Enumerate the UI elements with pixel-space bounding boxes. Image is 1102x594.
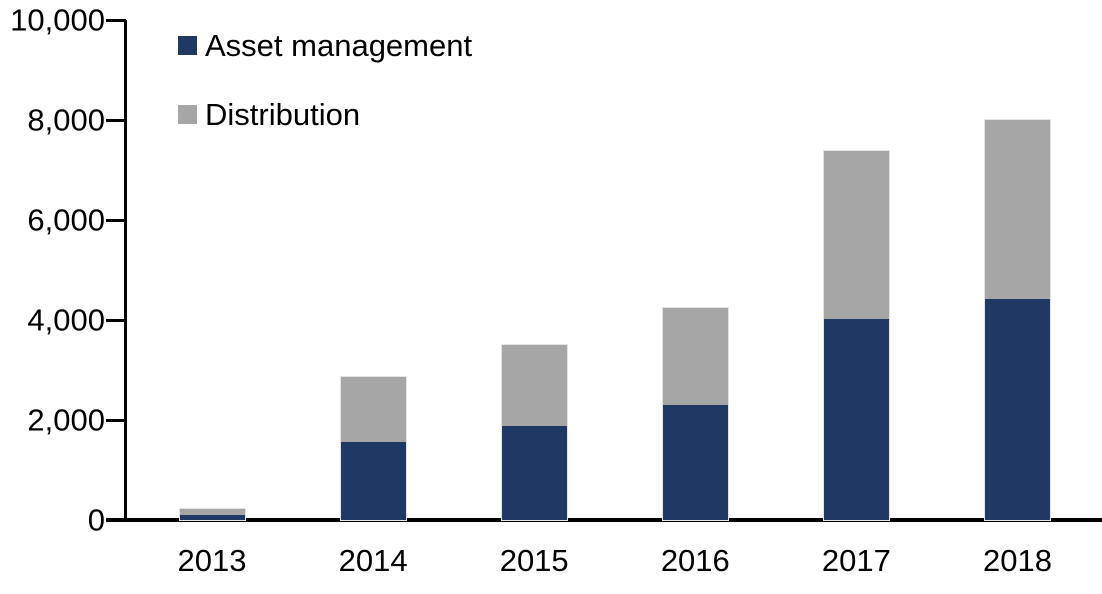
legend-label-distribution: Distribution — [205, 97, 361, 132]
bar-2018-asset-management — [985, 299, 1050, 520]
legend-swatch-asset-management-icon — [178, 36, 197, 55]
bar-2017-asset-management — [823, 319, 889, 520]
y-tick-mark-2000 — [106, 418, 126, 422]
bar-2014-distribution — [340, 377, 406, 442]
legend-label-asset-management: Asset management — [205, 28, 473, 63]
bar-2013-distribution — [179, 509, 245, 515]
y-axis-line — [124, 20, 127, 522]
x-tick-label-2014: 2014 — [338, 543, 408, 578]
x-tick-label-2013: 2013 — [177, 543, 247, 578]
bar-2016-asset-management — [662, 405, 728, 520]
y-tick-label-2000: 2,000 — [27, 402, 105, 438]
legend-item-asset-management: Asset management — [178, 30, 472, 61]
x-tick-label-2018: 2018 — [983, 543, 1052, 578]
bar-2016-distribution — [662, 308, 728, 405]
legend-item-distribution: Distribution — [178, 99, 360, 130]
y-tick-label-6000: 6,000 — [27, 202, 105, 238]
y-tick-mark-6000 — [106, 218, 126, 222]
bar-2017 — [822, 149, 890, 521]
y-tick-label-4000: 4,000 — [27, 302, 105, 338]
y-tick-mark-8000 — [106, 118, 126, 122]
bar-2015 — [500, 344, 568, 521]
bar-2015-distribution — [501, 345, 567, 426]
bar-2013 — [178, 508, 246, 521]
y-tick-label-8000: 8,000 — [27, 102, 105, 138]
x-tick-label-2017: 2017 — [821, 543, 891, 578]
x-tick-label-2016: 2016 — [660, 543, 730, 578]
y-tick-mark-4000 — [106, 318, 126, 322]
x-axis-line — [106, 518, 1102, 522]
bar-2014 — [339, 376, 407, 521]
y-tick-label-10000: 10,000 — [10, 2, 105, 38]
x-tick-label-2015: 2015 — [499, 543, 569, 578]
bar-2018 — [984, 119, 1051, 521]
y-tick-label-0: 0 — [87, 502, 105, 538]
bar-2013-asset-management — [179, 515, 245, 520]
legend-swatch-distribution-icon — [178, 105, 197, 124]
bar-2017-distribution — [823, 150, 889, 319]
bar-2014-asset-management — [340, 442, 406, 520]
bar-2018-distribution — [985, 120, 1050, 299]
y-tick-mark-10000 — [106, 18, 126, 22]
bar-2016 — [661, 307, 729, 521]
bar-2015-asset-management — [501, 426, 567, 520]
